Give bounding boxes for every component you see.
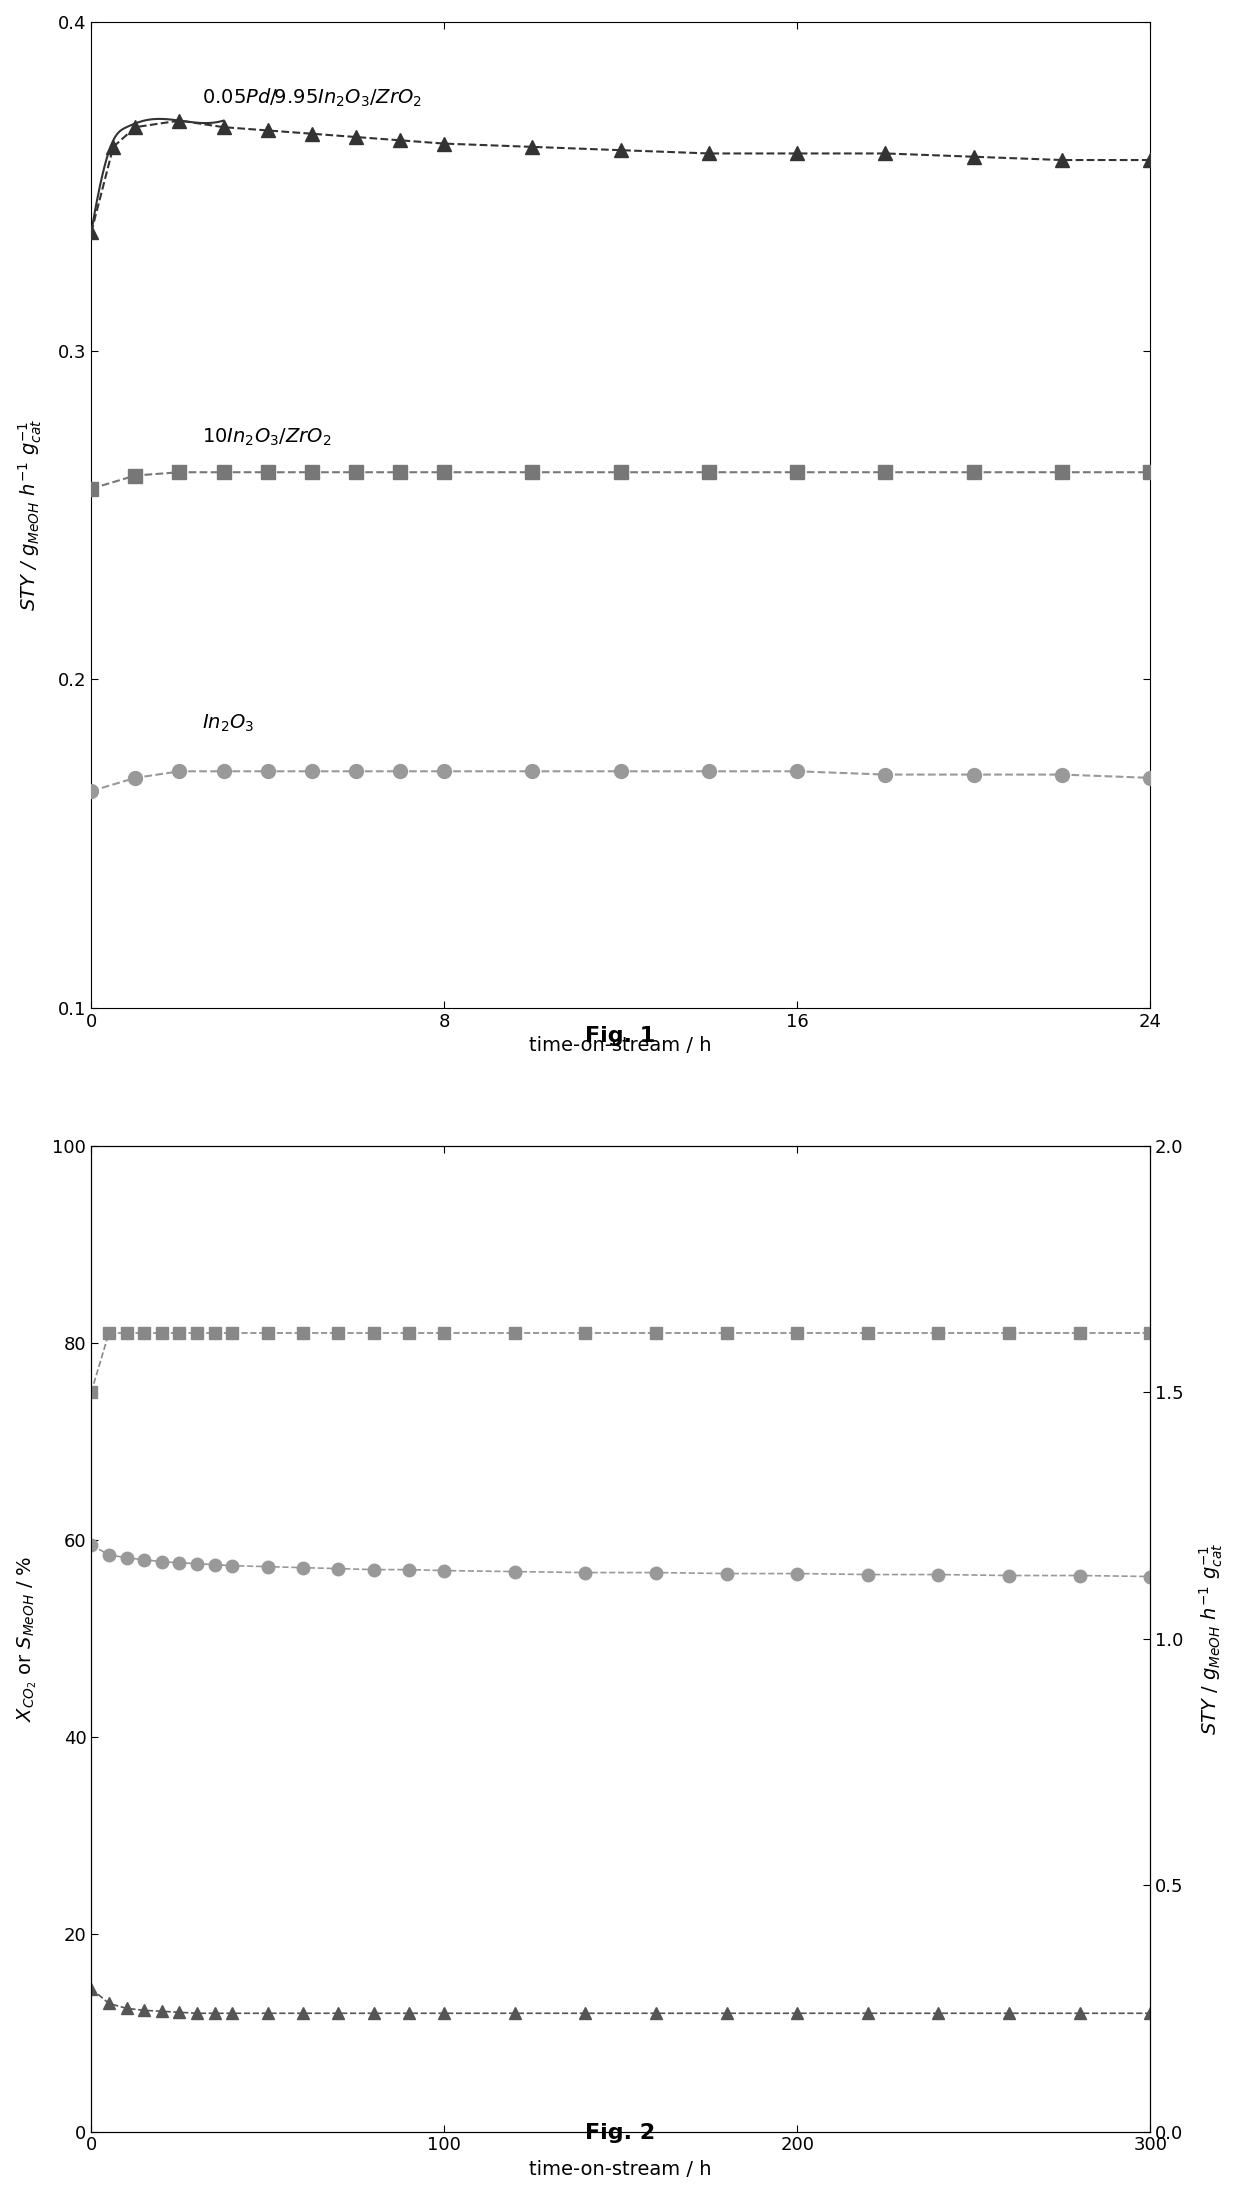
X-axis label: time-on-stream / h: time-on-stream / h xyxy=(529,1036,712,1055)
X-axis label: time-on-stream / h: time-on-stream / h xyxy=(529,2161,712,2179)
Y-axis label: $X_{CO_2}$ or $S_{MeOH}$ / %: $X_{CO_2}$ or $S_{MeOH}$ / % xyxy=(15,1556,38,1722)
Text: Fig. 2: Fig. 2 xyxy=(585,2124,655,2144)
Text: $10In_2O_3/ZrO_2$: $10In_2O_3/ZrO_2$ xyxy=(202,426,331,448)
Text: $0.05Pd/9.95In_2O_3/ZrO_2$: $0.05Pd/9.95In_2O_3/ZrO_2$ xyxy=(202,88,422,110)
Text: Fig. 1: Fig. 1 xyxy=(585,1027,655,1047)
Y-axis label: $STY$ / $g_{MeOH}$ $h^{-1}$ $g_{cat}^{-1}$: $STY$ / $g_{MeOH}$ $h^{-1}$ $g_{cat}^{-1… xyxy=(1198,1542,1225,1735)
Y-axis label: $STY$ / $g_{MeOH}$ $h^{-1}$ $g_{cat}^{-1}$: $STY$ / $g_{MeOH}$ $h^{-1}$ $g_{cat}^{-1… xyxy=(16,419,43,612)
Text: $In_2O_3$: $In_2O_3$ xyxy=(202,713,254,733)
